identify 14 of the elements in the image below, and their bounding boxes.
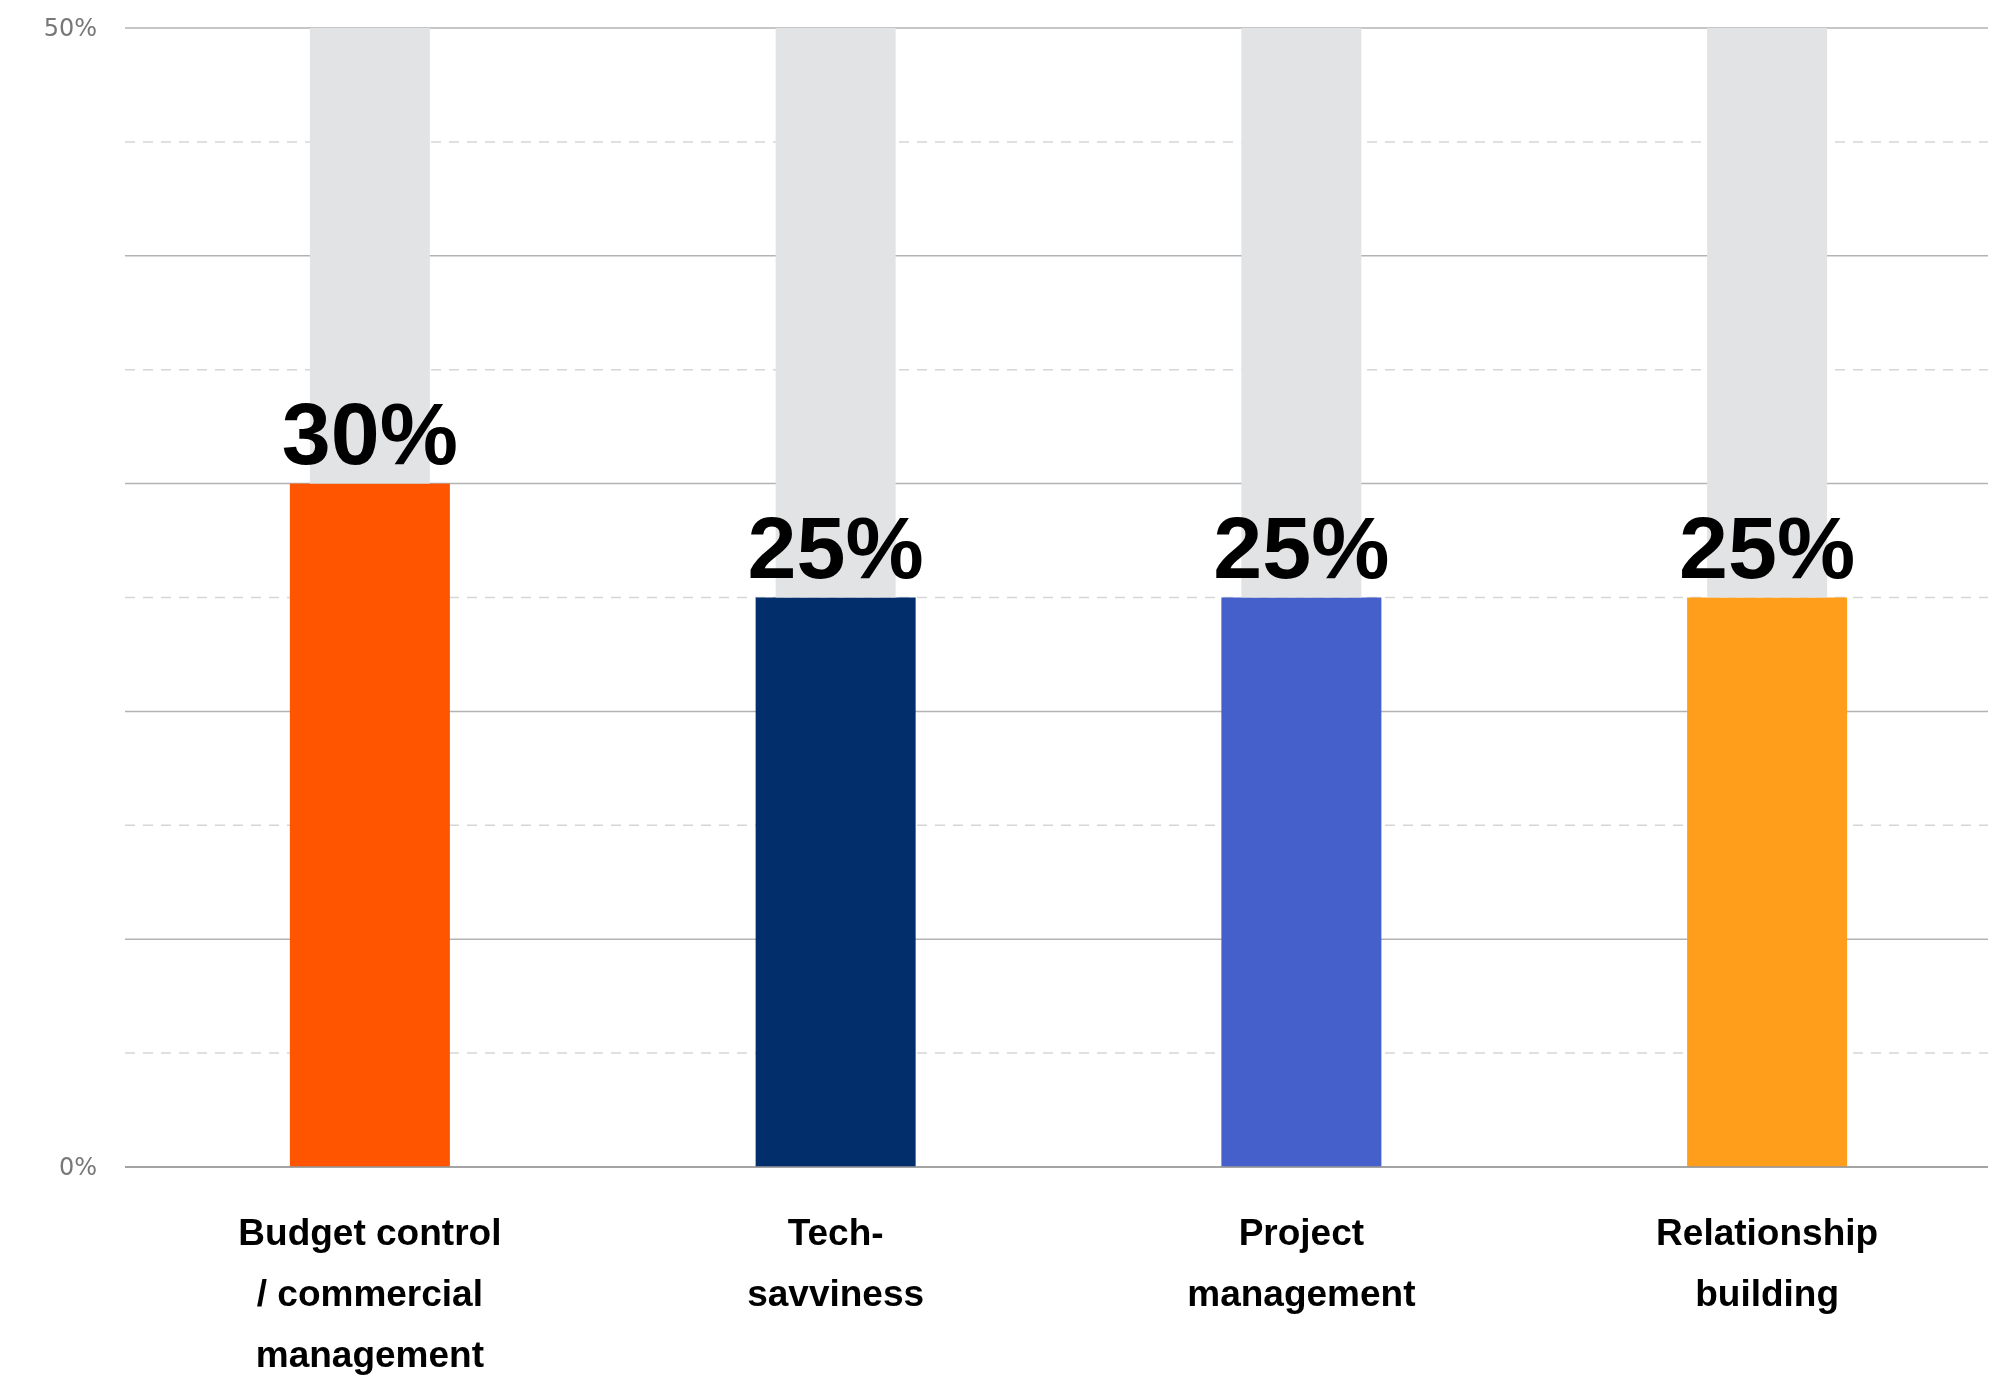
x-tick-label: Relationship building	[1656, 1212, 1879, 1314]
data-label: 25%	[1213, 497, 1390, 597]
bar	[1687, 597, 1848, 1167]
x-tick-label: Budget control / commercial management	[238, 1212, 502, 1375]
bar	[289, 483, 450, 1167]
y-tick-label: 0%	[58, 1153, 97, 1181]
x-tick-label: Tech-savviness	[747, 1212, 925, 1314]
y-tick-label: 50%	[43, 14, 97, 42]
data-label: 25%	[1679, 497, 1856, 597]
bar	[755, 597, 916, 1167]
data-label: 30%	[281, 383, 458, 483]
x-tick-label: Project management	[1187, 1212, 1416, 1314]
bar	[1221, 597, 1382, 1167]
data-label: 25%	[747, 497, 924, 597]
